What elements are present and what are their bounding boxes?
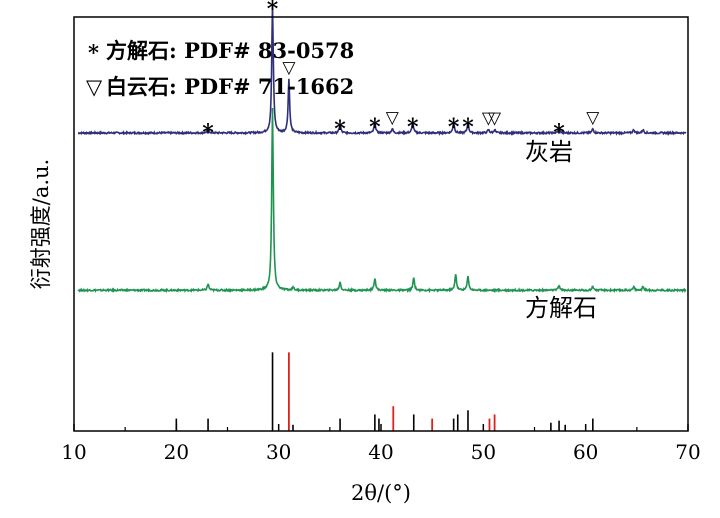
calcite-peak-marker: * — [407, 115, 419, 141]
y-axis-title: 衍射强度/a.u. — [29, 159, 53, 289]
calcite-peak-marker: * — [334, 117, 346, 143]
calcite-peak-marker: * — [267, 0, 279, 23]
plot-frame — [73, 16, 689, 432]
dolomite-peak-marker: ▽ — [386, 108, 400, 128]
reference-sticks — [175, 352, 594, 431]
series-line-1 — [77, 107, 687, 294]
legend: * 方解石: PDF# 83-0578 ▽ 白云石: PDF# 71-1662 — [86, 38, 354, 99]
legend-symbol-calcite: * — [88, 40, 99, 65]
ticks-layer: 10 20 30 40 50 60 70 — [61, 424, 701, 464]
dolomite-peak-marker: ▽ — [488, 109, 502, 129]
markers-layer: **▽* * ▽ * * * ▽▽*▽ — [202, 0, 600, 146]
dolomite-peak-marker: ▽ — [482, 109, 496, 129]
x-tick-label: 60 — [573, 440, 598, 464]
legend-label-dolomite: 白云石: PDF# 71-1662 — [106, 74, 354, 99]
calcite-peak-marker: * — [448, 115, 460, 141]
legend-label-calcite: 方解石: PDF# 83-0578 — [106, 38, 354, 63]
series-line-0 — [77, 3, 687, 136]
x-tick-label: 40 — [368, 440, 393, 464]
calcite-peak-marker: * — [202, 120, 214, 146]
dolomite-peak-marker: ▽ — [282, 58, 296, 78]
x-axis-title: 2θ/(°) — [351, 481, 411, 505]
x-tick-label: 70 — [675, 440, 700, 464]
x-tick-label: 10 — [61, 440, 86, 464]
x-tick-label: 50 — [471, 440, 496, 464]
dolomite-peak-marker: ▽ — [586, 108, 600, 128]
legend-symbol-dolomite: ▽ — [86, 75, 103, 99]
calcite-peak-marker: * — [369, 115, 381, 141]
series-label-calcite: 方解石 — [525, 294, 597, 322]
x-tick-label: 20 — [164, 440, 189, 464]
series-label-limestone: 灰岩 — [525, 138, 573, 166]
calcite-peak-marker: * — [553, 120, 565, 146]
series-layer — [77, 3, 687, 294]
calcite-peak-marker: * — [462, 115, 474, 141]
x-tick-label: 30 — [266, 440, 291, 464]
